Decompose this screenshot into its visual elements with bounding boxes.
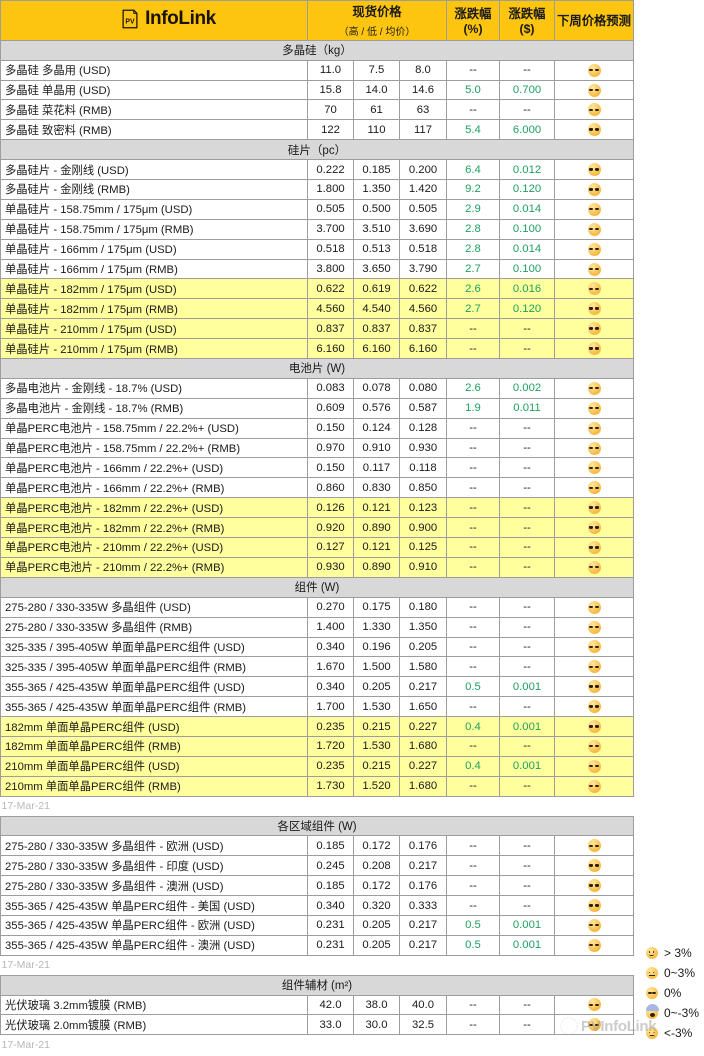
svg-text:PV: PV — [126, 19, 136, 26]
